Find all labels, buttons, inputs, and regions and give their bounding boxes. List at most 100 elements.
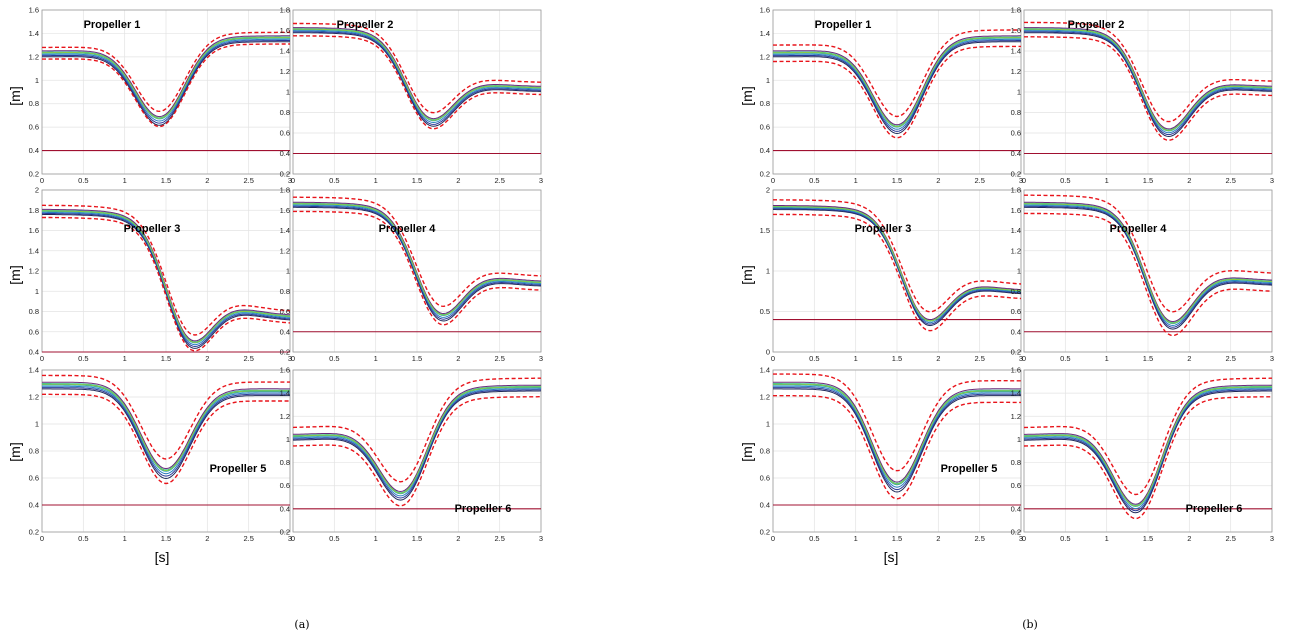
series-line	[42, 41, 290, 126]
upper-bound-line	[773, 373, 1021, 472]
y-tick-label: 1	[1017, 267, 1021, 276]
axes-frame	[772, 189, 1022, 353]
lower-bound-line	[293, 210, 542, 326]
x-tick-label: 2.5	[243, 176, 253, 185]
subplot-b-6: 0.2 0.4 0.6 0.8 1 1.2 1.4 1.6 0 0.5 1 1.5 2 2.5 3 Prope…	[1011, 366, 1275, 544]
series-line	[1024, 389, 1272, 512]
lower-bound-line	[42, 393, 290, 485]
axes-frame	[41, 369, 291, 533]
y-tick-label: 0.6	[1011, 129, 1021, 138]
subplot-title: Propeller 1	[84, 19, 141, 31]
x-tick-label: 2.5	[974, 354, 984, 363]
x-tick-label: 0	[291, 534, 295, 543]
x-tick-label: 1.5	[892, 534, 902, 543]
y-tick-label: 1.4	[1011, 47, 1021, 56]
y-tick-label: 0.4	[1011, 327, 1021, 336]
y-tick-label: 1.4	[29, 366, 39, 375]
subplot-b-4: 0.2 0.4 0.6 0.8 1 1.2 1.4 1.6 1.8 0 0.5 1 1.5 2 2.5 3 Pr…	[1011, 186, 1275, 364]
x-tick-label: 2.5	[494, 176, 504, 185]
x-tick-label: 2	[1187, 176, 1191, 185]
y-tick-label: 0.6	[1011, 307, 1021, 316]
y-tick-label: 0.8	[1011, 458, 1021, 467]
x-tick-label: 0.5	[329, 176, 339, 185]
series-line	[42, 384, 290, 472]
series-line	[293, 204, 542, 318]
subplot-title: Propeller 5	[210, 463, 267, 475]
y-tick-label: 0.2	[280, 528, 290, 537]
series-line	[292, 386, 541, 494]
upper-bound-line	[773, 29, 1021, 118]
subplot-title: Propeller 4	[379, 223, 437, 235]
x-tick-label: 0	[771, 176, 775, 185]
upper-bound-line	[42, 204, 291, 336]
y-tick-label: 0.2	[760, 528, 770, 537]
y-tick-label: 1	[766, 76, 770, 85]
upper-bound-line	[42, 31, 290, 113]
x-tick-label: 2	[1187, 534, 1191, 543]
series-line	[773, 38, 1021, 130]
y-tick-label: 0.4	[29, 501, 39, 510]
subplot-title: Propeller 5	[941, 463, 998, 475]
series-line	[42, 381, 290, 470]
x-tick-label: 0	[771, 534, 775, 543]
axes-frame	[1023, 189, 1273, 353]
x-tick-label: 1	[854, 534, 858, 543]
x-tick-label: 0	[40, 176, 44, 185]
subplot-title: Propeller 4	[1110, 223, 1168, 235]
y-tick-label: 1.6	[29, 6, 39, 15]
subplot-title: Propeller 2	[337, 19, 394, 31]
subplot-title: Propeller 3	[124, 223, 181, 235]
subplot-a-5: 0.2 0.4 0.6 0.8 1 1.2 1.4 0 0.5 1 1.5 2 2.5 3 Propelle…	[29, 366, 293, 544]
y-tick-label: 0.8	[280, 108, 290, 117]
series-line	[293, 205, 542, 320]
y-tick-label: 1.6	[760, 6, 770, 15]
y-tick-label: 2	[35, 186, 39, 195]
series-line	[293, 30, 542, 124]
series-line	[1023, 31, 1273, 136]
y-tick-label: 1.2	[280, 412, 290, 421]
caption-a: (a)	[294, 618, 309, 631]
lower-bound-line	[42, 43, 290, 128]
y-tick-label: 0.8	[29, 307, 39, 316]
subplot-a-6: 0.2 0.4 0.6 0.8 1 1.2 1.4 1.6 0 0.5 1 1.5 2 2.5 3 Prope…	[280, 366, 544, 544]
upper-bound-line	[293, 196, 542, 308]
x-tick-label: 0	[1022, 534, 1026, 543]
x-tick-label: 1	[854, 354, 858, 363]
x-tick-label: 0.5	[329, 534, 339, 543]
y-tick-label: 0.6	[280, 129, 290, 138]
ylabel-b-row1: [m]	[739, 86, 755, 105]
y-tick-label: 0.8	[280, 458, 290, 467]
y-tick-label: 0.2	[1011, 170, 1021, 179]
y-tick-label: 0.8	[760, 447, 770, 456]
y-tick-label: 0.8	[760, 99, 770, 108]
upper-bound-line	[1024, 21, 1273, 123]
x-tick-label: 1	[374, 176, 378, 185]
subplot-a-4: 0.2 0.4 0.6 0.8 1 1.2 1.4 1.6 1.8 0 0.5 1 1.5 2 2.5 3 Pr…	[280, 186, 544, 364]
y-tick-label: 1.2	[760, 393, 770, 402]
axes-frame	[292, 369, 542, 533]
series-line	[773, 37, 1021, 128]
series-line	[293, 388, 541, 497]
x-tick-label: 1	[123, 354, 127, 363]
series-line	[293, 203, 542, 316]
series-line	[293, 32, 541, 127]
series-line	[42, 388, 290, 480]
x-tick-label: 1	[854, 176, 858, 185]
subplot-a-2: 0.2 0.4 0.6 0.8 1 1.2 1.4 1.6 1.8 0 0.5 1 1.5 2 2.5 3 Pr…	[280, 6, 544, 186]
y-tick-label: 0.2	[280, 170, 290, 179]
subplot-title: Propeller 6	[455, 503, 512, 515]
series-line	[773, 35, 1021, 126]
y-tick-label: 1.2	[280, 246, 290, 255]
y-tick-label: 0.2	[1011, 348, 1021, 357]
x-tick-label: 1	[1105, 354, 1109, 363]
y-tick-label: 0.6	[760, 474, 770, 483]
y-tick-label: 0.6	[280, 307, 290, 316]
subplot-b-3: 0 0.5 1 1.5 2 0 0.5 1 1.5 2 2.5 3 Propeller 3	[760, 186, 1024, 364]
x-tick-label: 2.5	[974, 534, 984, 543]
series-line	[773, 36, 1021, 127]
series-line	[293, 201, 542, 315]
plots-layer: 0.20.40.60.811.21.41.60 0.5 1 1.5 2 2.5 3Prope…	[29, 6, 1275, 544]
y-tick-label: 0.4	[29, 146, 39, 155]
y-tick-label: 0.2	[280, 348, 290, 357]
